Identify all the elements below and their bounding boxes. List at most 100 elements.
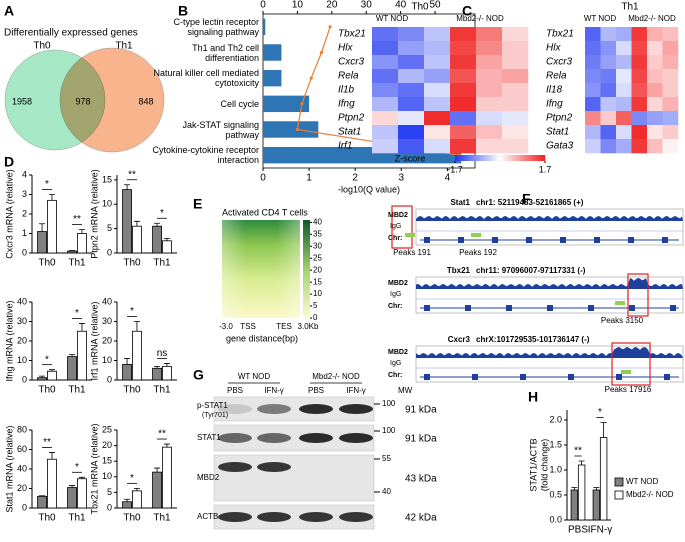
- heat-cell: [600, 41, 617, 56]
- heat-cell: [585, 83, 601, 98]
- heat-cell: [398, 139, 425, 154]
- track-row-label: IgG: [390, 360, 401, 367]
- y-tick-label: 10: [102, 199, 112, 209]
- heat-cell: [662, 111, 679, 126]
- count-label: 848: [138, 96, 153, 106]
- colorbar-cell: [524, 155, 528, 161]
- gene-label: Ifng: [338, 99, 355, 110]
- y-tick-label: 40: [17, 296, 27, 306]
- y-tick-label: 30: [102, 316, 112, 326]
- colorbar-cell: [522, 155, 526, 161]
- gene-label: Il1b: [338, 85, 355, 96]
- exon: [662, 237, 668, 243]
- band: [299, 404, 333, 414]
- y-tick-label: 10: [17, 355, 27, 365]
- colorbar-cell: [529, 155, 532, 161]
- heat-cell: [476, 55, 503, 70]
- heat-cell: [450, 55, 477, 70]
- heat-cell: [502, 55, 529, 70]
- bar: [592, 489, 601, 521]
- lane-label: PBS: [308, 386, 324, 395]
- heat-cell: [450, 41, 477, 56]
- band: [339, 512, 373, 522]
- band-size: 42 kDa: [405, 513, 437, 524]
- peak-label: Peaks 191: [393, 248, 431, 257]
- heat-cell: [372, 139, 399, 154]
- band: [257, 404, 291, 414]
- column-label: WT NOD: [584, 14, 617, 23]
- x2-tick-label: 10: [292, 0, 304, 11]
- colorbar-tick-label: 30: [313, 241, 322, 250]
- row-sublabel: (Tyr701): [202, 412, 228, 419]
- error-bar: [48, 452, 55, 460]
- y-tick-label: 1: [22, 228, 27, 238]
- gene-label: Stat1: [546, 127, 569, 138]
- heat-cell: [502, 125, 529, 140]
- profile-shade: [222, 220, 300, 318]
- error-bar: [600, 422, 607, 438]
- x-tick-label: Th0: [38, 258, 56, 269]
- x-tick-label: TSS: [240, 322, 256, 331]
- track-row-label: IgG: [390, 291, 401, 298]
- bar: [37, 377, 47, 381]
- colorbar-cell: [464, 155, 467, 161]
- heat-cell: [424, 55, 451, 70]
- heat-cell: [502, 97, 529, 112]
- set-label: Th0: [33, 41, 51, 52]
- bar: [122, 189, 132, 254]
- peak-label: Peaks 192: [459, 248, 497, 257]
- bar: [263, 69, 282, 87]
- heat-cell: [372, 27, 399, 42]
- line-point: [309, 76, 313, 80]
- exon: [458, 237, 464, 243]
- colorbar-tick-label: 40: [313, 217, 322, 226]
- colorbar-cell: [466, 155, 469, 161]
- colorbar-cell: [497, 155, 501, 161]
- exon: [670, 305, 676, 311]
- y-tick-label: 60: [17, 444, 27, 454]
- error-bar: [124, 358, 131, 365]
- peak-highlight: [391, 205, 413, 249]
- error-bar: [69, 250, 76, 252]
- marker-label: 55: [382, 454, 391, 463]
- band: [257, 512, 291, 522]
- x-tick-label: Th1: [68, 513, 86, 524]
- gene-label: Cxcr3: [338, 57, 365, 68]
- error-bar: [133, 220, 140, 227]
- track-locus: chr1: 52119483-52161865 (+): [476, 198, 584, 207]
- significance-label: **: [574, 446, 582, 457]
- gene-label: Tbx21: [338, 29, 366, 40]
- y-tick-label: 10: [102, 355, 112, 365]
- y-tick-label: 80: [17, 424, 27, 434]
- y-tick-label: 0: [107, 374, 112, 384]
- colorbar-cell: [457, 155, 460, 161]
- heat-cell: [450, 97, 477, 112]
- gene-label: Tbx21: [546, 29, 574, 40]
- heat-cell: [450, 27, 477, 42]
- row-label: p-STAT1: [197, 401, 228, 410]
- line-point: [295, 127, 300, 132]
- count-label: 1958: [12, 96, 32, 106]
- y-tick-label: 0.0: [549, 514, 562, 524]
- significance-label: *: [45, 354, 49, 365]
- bar: [162, 365, 172, 381]
- x-tick-label: IFN-γ: [588, 525, 612, 536]
- heat-cell: [600, 27, 617, 42]
- lane-label: IFN-γ: [346, 386, 366, 395]
- heat-cell: [476, 139, 503, 154]
- significance-label: **: [73, 214, 81, 225]
- y-tick-label: 15: [102, 456, 112, 466]
- heat-cell: [600, 69, 617, 84]
- band: [339, 404, 373, 414]
- error-bar: [39, 375, 46, 378]
- heat-cell: [647, 111, 663, 126]
- y-tick-label: 1.0: [549, 464, 562, 474]
- exon: [664, 374, 670, 380]
- track-row-label: Chr:: [388, 372, 402, 379]
- colorbar-tick-label: 20: [313, 265, 322, 274]
- heat-cell: [631, 69, 648, 84]
- colorbar-cell: [506, 155, 510, 161]
- x-tick-label: 4: [445, 173, 451, 184]
- gene-label: Il18: [546, 85, 563, 96]
